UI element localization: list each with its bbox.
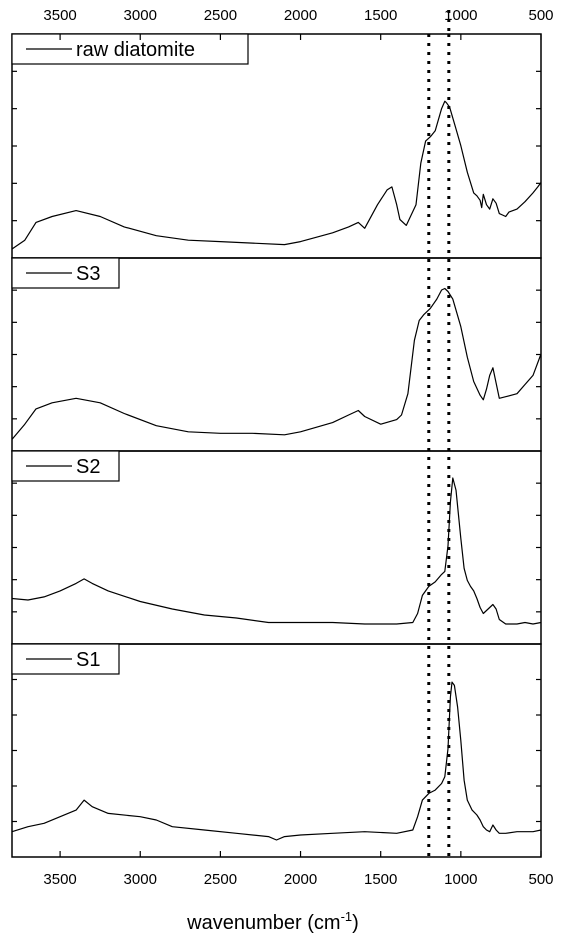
legend-label: raw diatomite — [76, 39, 195, 61]
x-tick-label-top: 3000 — [124, 7, 157, 24]
legend-label: S1 — [76, 649, 100, 671]
x-axis-label: wavenumber (cm-1) — [186, 909, 359, 934]
spectrum-line-s3 — [11, 287, 542, 440]
x-axis-label-text: wavenumber — [186, 912, 302, 934]
x-tick-label-bottom: 1500 — [364, 871, 397, 888]
x-tick-label-bottom: 2000 — [284, 871, 317, 888]
legend-2: S3 — [11, 257, 120, 289]
legend-3: S2 — [11, 450, 120, 482]
x-tick-label-bottom: 500 — [528, 871, 553, 888]
legend-label: S3 — [76, 263, 100, 285]
legend-1: raw diatomite — [11, 33, 249, 65]
x-axis-label-unit-base: cm — [314, 912, 341, 934]
spectrum-line-s1 — [11, 681, 542, 841]
legend-4: S1 — [11, 643, 120, 675]
legend-label: S2 — [76, 456, 100, 478]
x-tick-label-bottom: 1000 — [444, 871, 477, 888]
x-tick-label-bottom: 3000 — [124, 871, 157, 888]
x-tick-label-bottom: 3500 — [43, 871, 76, 888]
x-axis-label-unit-exp: -1 — [341, 909, 353, 924]
x-tick-label-top: 500 — [528, 7, 553, 24]
spectrum-line-raw-diatomite — [11, 100, 542, 250]
x-tick-label-top: 1000 — [444, 7, 477, 24]
x-axis-label-open-paren: ( — [302, 912, 315, 934]
x-tick-label-top: 2000 — [284, 7, 317, 24]
x-tick-label-top: 1500 — [364, 7, 397, 24]
x-tick-label-top: 3500 — [43, 7, 76, 24]
x-tick-label-top: 2500 — [204, 7, 237, 24]
x-tick-label-bottom: 2500 — [204, 871, 237, 888]
panel-frame-1 — [11, 33, 542, 259]
x-axis-label-close-paren: ) — [352, 912, 359, 934]
spectrum-line-s2 — [11, 477, 542, 625]
